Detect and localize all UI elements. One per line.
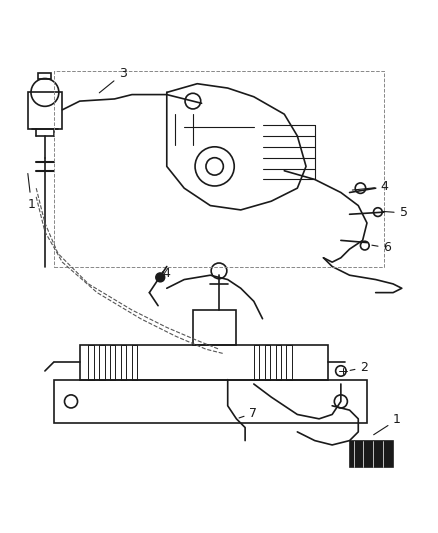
Bar bbox=[80, 345, 328, 379]
Bar bbox=[350, 441, 393, 467]
Text: 4: 4 bbox=[352, 180, 388, 193]
Bar bbox=[99, 345, 105, 379]
Bar bbox=[193, 310, 237, 345]
Text: 2: 2 bbox=[350, 361, 368, 374]
Text: 3: 3 bbox=[99, 67, 127, 93]
Circle shape bbox=[156, 273, 165, 282]
Text: 5: 5 bbox=[383, 206, 408, 220]
Bar bbox=[28, 92, 62, 130]
Bar bbox=[276, 345, 281, 379]
Bar bbox=[254, 345, 259, 379]
Text: 4: 4 bbox=[162, 268, 170, 280]
Text: 7: 7 bbox=[239, 407, 258, 419]
Bar bbox=[110, 345, 116, 379]
Text: 6: 6 bbox=[372, 241, 392, 254]
Bar bbox=[53, 379, 367, 423]
Text: 1: 1 bbox=[374, 413, 401, 435]
Bar bbox=[286, 345, 292, 379]
Bar bbox=[265, 345, 270, 379]
Text: 1: 1 bbox=[28, 174, 35, 211]
Bar bbox=[132, 345, 137, 379]
Bar bbox=[39, 73, 51, 79]
Bar bbox=[121, 345, 126, 379]
Bar bbox=[88, 345, 94, 379]
